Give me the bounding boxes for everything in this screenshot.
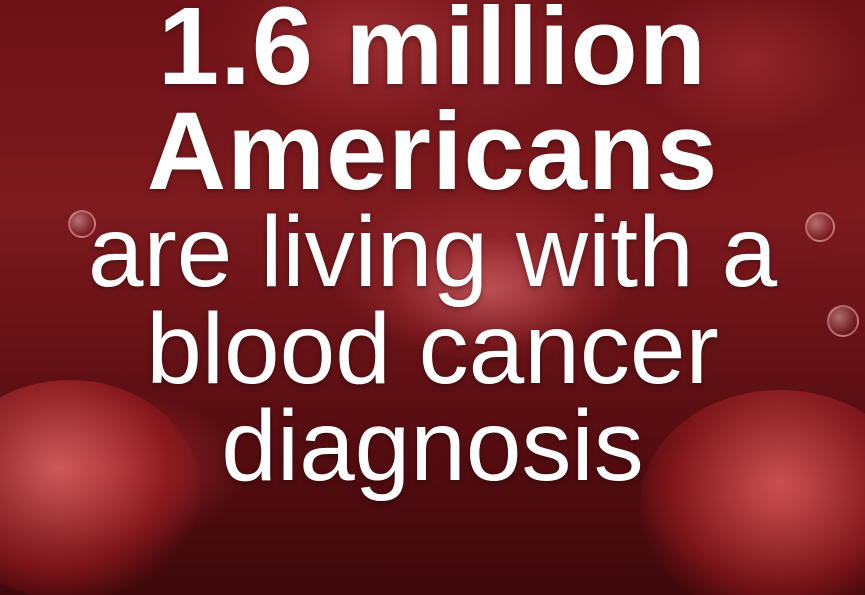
headline-text-line: diagnosis [221, 390, 644, 502]
blood-platelet [68, 210, 96, 238]
headline-subject: Americans [146, 90, 719, 213]
blood-platelet [827, 305, 859, 337]
headline-text-line: are living with a [87, 196, 778, 308]
headline: 1.6 million Americans are living with a … [87, 0, 778, 502]
headline-text-line: blood cancer [146, 293, 719, 405]
headline-statistic: 1.6 million [158, 0, 707, 108]
blood-platelet [805, 212, 835, 242]
